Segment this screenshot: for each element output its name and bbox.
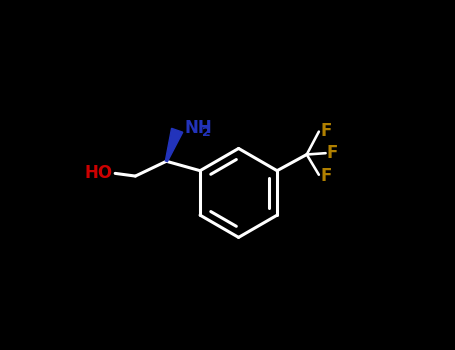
Polygon shape <box>165 128 183 162</box>
Text: HO: HO <box>84 164 112 182</box>
Text: 2: 2 <box>202 126 211 139</box>
Text: F: F <box>327 144 339 162</box>
Text: F: F <box>320 122 332 140</box>
Text: NH: NH <box>185 119 212 137</box>
Text: F: F <box>320 167 332 184</box>
